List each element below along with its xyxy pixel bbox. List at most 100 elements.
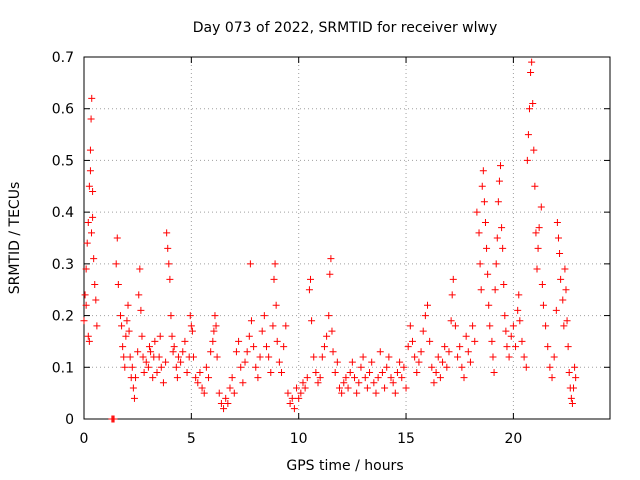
data-point	[149, 374, 157, 382]
data-point	[531, 182, 539, 190]
axis-ticks: 0 0.1 0.2 0.3 0.4 0.5 0.6 0.7 0 5 10 15 20	[52, 50, 610, 447]
data-point	[305, 286, 313, 294]
data-point	[307, 275, 315, 283]
data-point	[560, 322, 568, 330]
data-point	[329, 348, 337, 356]
data-point	[328, 327, 336, 335]
data-point	[338, 389, 346, 397]
data-point	[567, 394, 575, 402]
data-point	[262, 343, 270, 351]
data-point	[81, 291, 89, 299]
data-point	[211, 312, 219, 320]
data-point	[297, 389, 305, 397]
data-point	[310, 353, 318, 361]
data-point	[87, 115, 95, 123]
data-point	[495, 177, 503, 185]
data-point	[333, 358, 341, 366]
data-point	[546, 363, 554, 371]
data-point	[139, 353, 147, 361]
data-point	[210, 327, 218, 335]
data-point	[488, 337, 496, 345]
data-point	[538, 281, 546, 289]
data-point	[128, 363, 136, 371]
data-point	[561, 265, 569, 273]
data-point	[235, 337, 243, 345]
data-point	[260, 312, 268, 320]
data-points	[80, 58, 580, 423]
data-point	[192, 374, 200, 382]
data-point	[232, 348, 240, 356]
data-point	[462, 332, 470, 340]
data-point	[256, 353, 264, 361]
data-point	[530, 146, 538, 154]
data-point	[539, 301, 547, 309]
data-point	[222, 394, 230, 402]
data-point	[119, 343, 127, 351]
data-point	[552, 306, 560, 314]
data-point	[406, 322, 414, 330]
data-point	[86, 167, 94, 175]
data-point	[398, 374, 406, 382]
data-point	[479, 167, 487, 175]
data-point	[524, 131, 532, 139]
data-point	[449, 275, 457, 283]
data-point	[494, 198, 502, 206]
data-point	[484, 270, 492, 278]
data-point	[314, 379, 322, 387]
data-point	[383, 363, 391, 371]
data-point	[476, 260, 484, 268]
data-point	[122, 332, 130, 340]
data-point	[205, 374, 213, 382]
data-point	[163, 229, 171, 237]
data-point	[80, 317, 88, 325]
x-tick-label: 15	[397, 431, 415, 447]
data-point	[497, 162, 505, 170]
data-point	[129, 384, 137, 392]
data-point	[85, 182, 93, 190]
data-point	[340, 379, 348, 387]
data-point	[486, 322, 494, 330]
data-point	[239, 379, 247, 387]
data-point	[396, 358, 404, 366]
chart-title: Day 073 of 2022, SRMTID for receiver wlw…	[193, 20, 498, 36]
data-point	[475, 229, 483, 237]
data-point	[348, 358, 356, 366]
data-point	[445, 348, 453, 356]
data-point	[424, 301, 432, 309]
data-point	[439, 358, 447, 366]
data-point	[469, 322, 477, 330]
data-point	[565, 368, 573, 376]
data-point	[570, 384, 578, 392]
data-point	[389, 379, 397, 387]
data-point	[391, 389, 399, 397]
data-point	[478, 182, 486, 190]
data-point	[188, 327, 196, 335]
data-point	[92, 296, 100, 304]
data-point	[493, 234, 501, 242]
data-point	[174, 353, 182, 361]
y-tick-label: 0.6	[52, 102, 74, 118]
data-point	[346, 368, 354, 376]
data-point	[499, 244, 507, 252]
data-point	[135, 291, 143, 299]
data-point	[417, 348, 425, 356]
data-point	[167, 312, 175, 320]
data-point	[460, 374, 468, 382]
data-point	[553, 218, 561, 226]
data-point	[88, 229, 96, 237]
data-point	[430, 379, 438, 387]
data-point	[110, 415, 118, 423]
data-point	[498, 224, 506, 232]
data-point	[408, 337, 416, 345]
data-point	[118, 322, 126, 330]
data-point	[172, 363, 180, 371]
data-point	[145, 343, 153, 351]
y-tick-label: 0.2	[52, 309, 74, 325]
data-point	[151, 337, 159, 345]
y-tick-label: 0.1	[52, 360, 74, 376]
data-point	[564, 343, 572, 351]
data-point	[473, 208, 481, 216]
y-tick-label: 0.3	[52, 257, 74, 273]
data-point	[258, 327, 266, 335]
data-point	[303, 374, 311, 382]
